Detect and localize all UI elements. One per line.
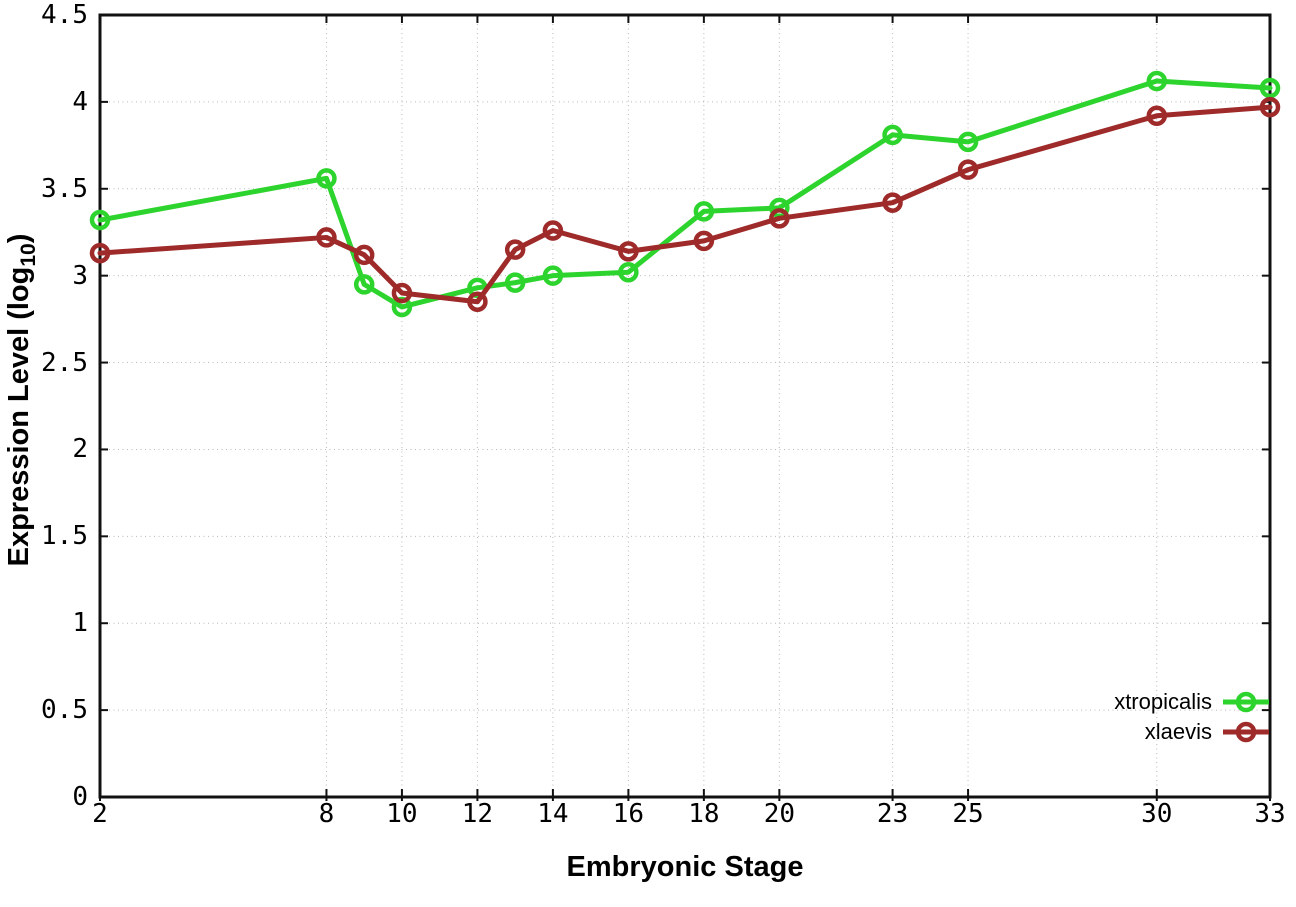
y-axis-title-subscript: 10 [16, 243, 40, 267]
y-tick-label-3: 3 [72, 260, 88, 291]
data-point-xlaevis [467, 291, 488, 312]
data-point-xlaevis [353, 244, 375, 266]
x-axis-title: Embryonic Stage [566, 851, 804, 883]
grid-layer [100, 15, 1270, 797]
legend-label-xlaevis: xlaevis [1144, 719, 1212, 744]
data-point-xlaevis [693, 230, 715, 252]
data-point-xlaevis [769, 208, 790, 229]
data-point-xtropicalis [353, 274, 375, 295]
legend-ring-sample [1235, 721, 1257, 743]
data-point-xlaevis [542, 220, 564, 241]
data-point-xlaevis [618, 241, 639, 262]
x-tick-label-2: 2 [92, 799, 108, 829]
x-tick-label-8: 8 [318, 799, 335, 829]
legend-row-xtropicalis: xtropicalis [1114, 687, 1270, 717]
data-point-xtropicalis [1146, 70, 1168, 92]
x-tick-label-33: 33 [1254, 799, 1286, 829]
data-point-xtropicalis [542, 265, 564, 286]
data-point-xlaevis [504, 239, 526, 260]
y-tick-label-1: 1 [72, 608, 88, 639]
y-axis-title-main: Expression Level (log [3, 266, 36, 567]
legend: xtropicalis xlaevis [1114, 687, 1270, 747]
data-point-xtropicalis [693, 201, 715, 222]
data-point-xlaevis [882, 192, 903, 213]
data-point-xlaevis [391, 282, 413, 304]
x-tick-label-23: 23 [876, 799, 909, 829]
data-point-xtropicalis [89, 209, 111, 231]
y-tick-label-3.5: 3.5 [41, 173, 88, 204]
x-tick-label-20: 20 [763, 799, 795, 829]
x-tick-label-18: 18 [688, 799, 720, 829]
x-tick-label-16: 16 [612, 799, 645, 829]
data-point-xtropicalis [882, 124, 903, 146]
series-layer [89, 70, 1281, 318]
x-tick-label-12: 12 [461, 799, 494, 829]
x-tick-label-30: 30 [1141, 799, 1173, 829]
x-tick-label-14: 14 [537, 799, 569, 829]
data-point-xlaevis [957, 159, 979, 180]
legend-label-xtropicalis: xtropicalis [1114, 689, 1212, 714]
data-point-xtropicalis [504, 272, 526, 293]
legend-marker-xlaevis [1223, 721, 1269, 743]
series-line-xtropicalis [97, 78, 1273, 310]
y-tick-label-0: 0 [72, 782, 88, 812]
data-point-xtropicalis [1259, 77, 1281, 99]
y-tick-label-1.5: 1.5 [41, 521, 88, 552]
legend-row-xlaevis: xlaevis [1114, 717, 1270, 747]
data-point-xtropicalis [618, 261, 639, 283]
y-axis-title: Expression Level (log10) [3, 234, 41, 567]
data-point-xlaevis [89, 242, 111, 264]
series-line-xlaevis [97, 104, 1273, 305]
plot-border-layer [98, 13, 1272, 799]
y-tick-label-2.5: 2.5 [41, 347, 88, 378]
y-axis-title-suffix: ) [3, 233, 36, 244]
x-tick-label-10: 10 [386, 799, 418, 829]
y-tick-label-0.5: 0.5 [41, 695, 88, 726]
data-point-xlaevis [1259, 96, 1281, 118]
legend-marker-xtropicalis [1223, 691, 1269, 713]
data-point-xlaevis [1146, 105, 1168, 127]
data-point-xlaevis [316, 227, 337, 248]
y-tick-label-4.5: 4.5 [41, 0, 88, 30]
legend-ring-sample [1235, 691, 1257, 713]
y-tick-label-2: 2 [72, 434, 88, 465]
x-tick-label-25: 25 [952, 799, 984, 829]
data-point-xtropicalis [316, 168, 337, 189]
y-tick-label-4: 4 [72, 86, 88, 117]
plot-border [98, 13, 1272, 799]
data-point-xtropicalis [957, 131, 979, 153]
